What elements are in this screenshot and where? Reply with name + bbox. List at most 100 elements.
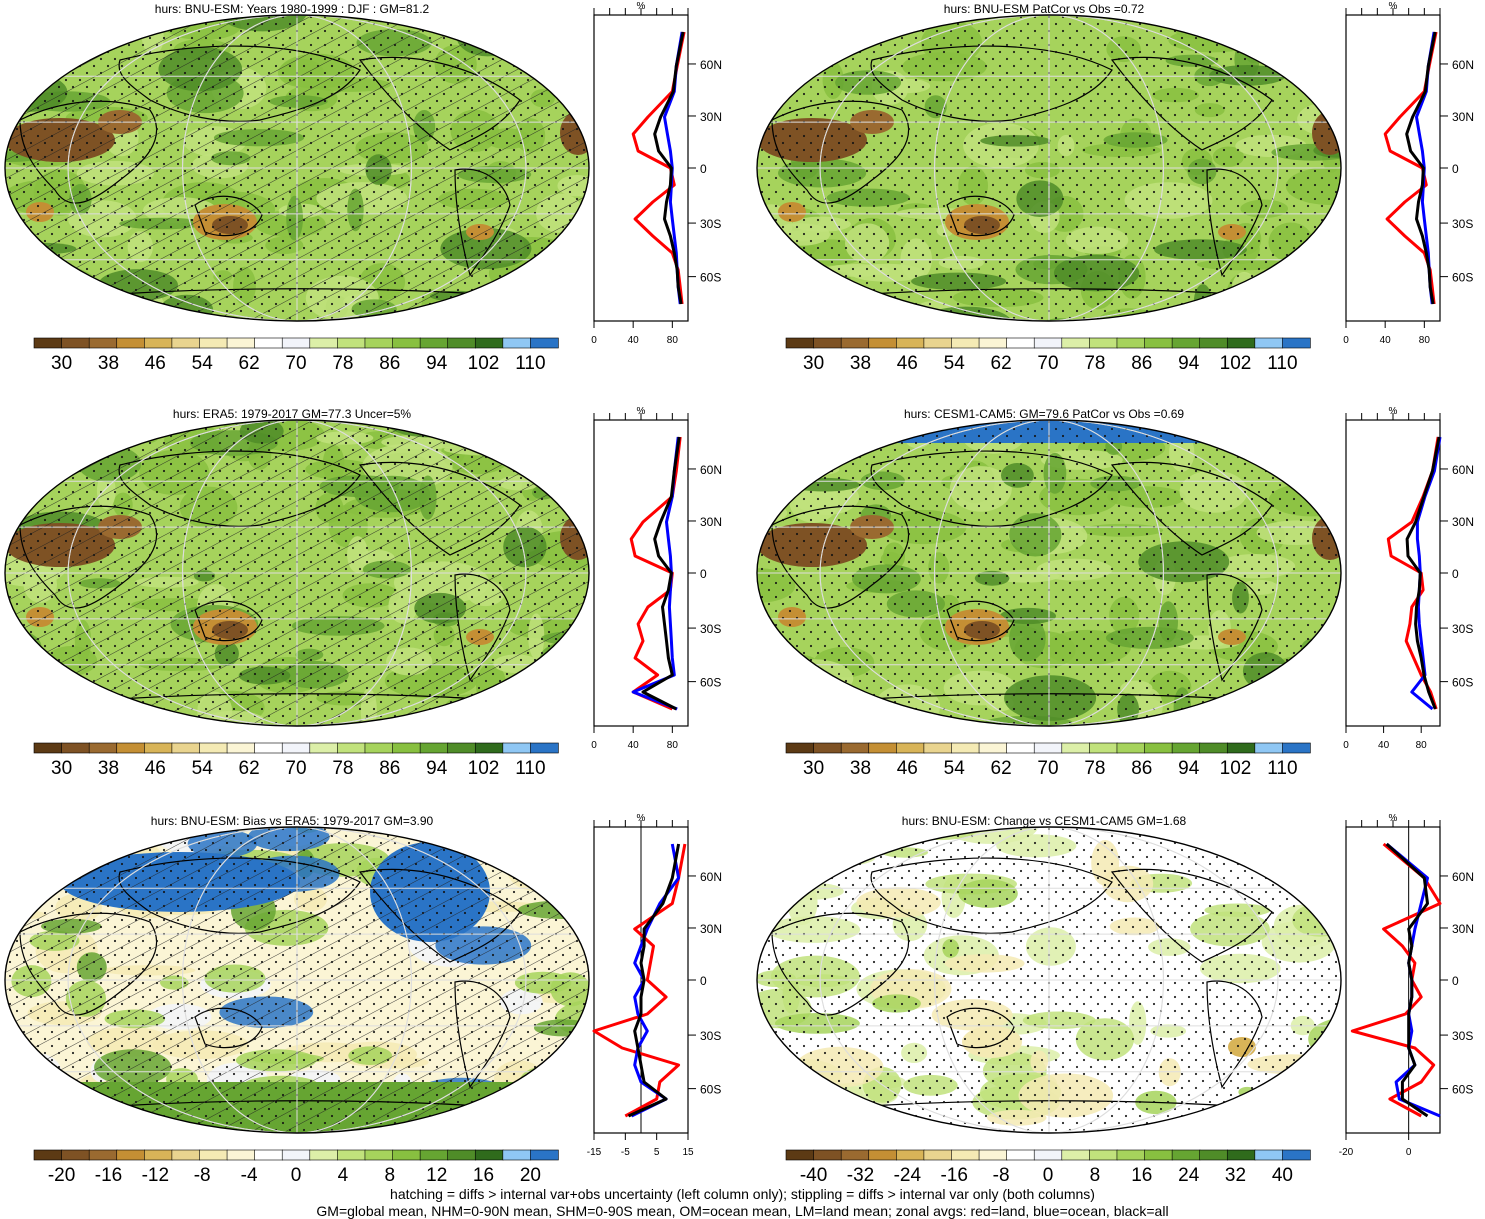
zonal-x-tick-label: 0: [1343, 740, 1349, 751]
colorbar-swatch: [62, 743, 90, 753]
colorbar-swatch: [34, 1150, 62, 1160]
stippling-overlay: [752, 812, 1352, 1142]
colorbar-swatch: [503, 338, 531, 348]
colorbar-swatch: [1227, 743, 1255, 753]
colorbar-tick-label: 46: [145, 353, 166, 374]
colorbar-tick-label: 30: [803, 353, 824, 374]
colorbar-swatch: [144, 338, 172, 348]
colorbar-swatch: [1172, 1150, 1200, 1160]
panel-title: hurs: BNU-ESM: Change vs CESM1-CAM5 GM=1…: [902, 814, 1187, 828]
colorbar-tick-label: 30: [51, 758, 72, 779]
colorbar-swatch: [924, 1150, 952, 1160]
colorbar-swatch: [951, 1150, 979, 1160]
colorbar-swatch: [1200, 338, 1228, 348]
colorbar-tick-label: -16: [940, 1165, 967, 1186]
map-field: [0, 791, 640, 1162]
zonal-x-tick-label: 80: [667, 740, 679, 751]
panel-p3: hurs: ERA5: 1979-2017 GM=77.3 Uncer=5%30…: [0, 402, 722, 779]
colorbar-tick-label: 30: [803, 758, 824, 779]
lat-tick-label: 0: [1452, 974, 1459, 988]
lat-tick-label: 60N: [700, 58, 722, 72]
colorbar-swatch: [1172, 743, 1200, 753]
zonal-x-tick-label: 40: [1378, 740, 1390, 751]
colorbar-swatch: [979, 743, 1007, 753]
colorbar-tick-label: 94: [1178, 353, 1200, 374]
colorbar-swatch: [1172, 338, 1200, 348]
colorbar-swatch: [1089, 743, 1117, 753]
colorbar-swatch: [924, 338, 952, 348]
colorbar-swatch: [34, 743, 62, 753]
panel-p4: hurs: CESM1-CAM5: GM=79.6 PatCor vs Obs …: [721, 398, 1474, 779]
stippling-overlay: [752, 0, 1352, 330]
panel-p2: hurs: BNU-ESM PatCor vs Obs =0.72 30 38 46 5…: [712, 0, 1474, 374]
colorbar-swatch: [310, 338, 338, 348]
colorbar-tick-label: 94: [426, 353, 448, 374]
colorbar-swatch: [62, 338, 90, 348]
panel-p1: hurs: BNU-ESM: Years 1980-1999 : DJF : G…: [0, 0, 722, 374]
colorbar-swatch: [420, 338, 448, 348]
colorbar-swatch: [1282, 743, 1310, 753]
colorbar-swatch: [282, 743, 310, 753]
colorbar-swatch: [1007, 338, 1035, 348]
zonal-frame: [1346, 15, 1440, 321]
zonal-x-tick-label: 40: [1380, 335, 1392, 346]
colorbar-swatch: [503, 743, 531, 753]
colorbar-tick-label: 110: [1267, 758, 1297, 779]
colorbar-tick-label: 46: [897, 353, 918, 374]
colorbar-swatch: [475, 743, 503, 753]
lat-tick-label: 30N: [700, 922, 722, 936]
colorbar-swatch: [1145, 1150, 1173, 1160]
colorbar-tick-label: 30: [51, 353, 72, 374]
zonal-frame: [594, 15, 688, 321]
lat-tick-label: 30S: [700, 1029, 721, 1043]
lat-tick-label: 30S: [1452, 622, 1473, 636]
colorbar-tick-label: 4: [338, 1165, 349, 1186]
colorbar-tick-label: 70: [285, 758, 306, 779]
hatching-overlay: [0, 812, 600, 1142]
colorbar-swatch: [448, 338, 476, 348]
colorbar-tick-label: 38: [98, 758, 119, 779]
colorbar-tick-label: -40: [800, 1165, 827, 1186]
colorbar-swatch: [951, 743, 979, 753]
colorbar-swatch: [896, 1150, 924, 1160]
lat-tick-label: 30S: [700, 217, 721, 231]
colorbar-swatch: [896, 743, 924, 753]
colorbar-tick-label: 110: [515, 758, 545, 779]
colorbar-swatch: [979, 1150, 1007, 1160]
colorbar-tick-label: 54: [944, 353, 966, 374]
lat-tick-label: 30N: [1452, 922, 1474, 936]
colorbar-swatch: [475, 338, 503, 348]
zonal-x-tick-label: -5: [621, 1147, 630, 1158]
colorbar-swatch: [814, 743, 842, 753]
colorbar-swatch: [1227, 338, 1255, 348]
colorbar-tick-label: 46: [145, 758, 166, 779]
lat-tick-label: 30S: [700, 622, 721, 636]
colorbar-tick-label: 8: [1090, 1165, 1101, 1186]
colorbar-tick-label: 86: [1131, 758, 1152, 779]
colorbar-tick-label: 38: [850, 353, 871, 374]
colorbar-swatch: [227, 338, 255, 348]
lat-tick-label: 60S: [1452, 1083, 1473, 1097]
lat-tick-label: 30N: [700, 110, 722, 124]
zonal-x-tick-label: 80: [1419, 335, 1431, 346]
colorbar-swatch: [393, 1150, 421, 1160]
zonal-x-tick-label: 0: [591, 740, 597, 751]
panel-p6: hurs: BNU-ESM: Change vs CESM1-CAM5 GM=1…: [741, 792, 1474, 1186]
lat-tick-label: 30N: [1452, 110, 1474, 124]
colorbar-tick-label: 46: [897, 758, 918, 779]
panel-title: hurs: BNU-ESM PatCor vs Obs =0.72: [944, 2, 1145, 16]
lat-tick-label: 60S: [1452, 676, 1473, 690]
lat-tick-label: 60N: [1452, 870, 1474, 884]
colorbar-swatch: [448, 1150, 476, 1160]
colorbar-tick-label: 54: [192, 758, 214, 779]
colorbar-tick-label: -12: [142, 1165, 169, 1186]
colorbar-swatch: [393, 338, 421, 348]
colorbar-tick-label: 110: [1267, 353, 1297, 374]
